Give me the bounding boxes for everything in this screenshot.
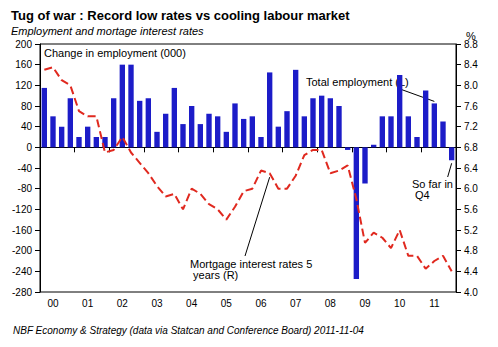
svg-text:6.4: 6.4 bbox=[464, 163, 478, 174]
svg-text:-200: -200 bbox=[12, 245, 32, 256]
svg-text:Employment and mortage interes: Employment and mortage interest rates bbox=[11, 25, 204, 37]
svg-text:02: 02 bbox=[117, 298, 129, 309]
svg-text:03: 03 bbox=[151, 298, 163, 309]
svg-text:7.2: 7.2 bbox=[464, 121, 478, 132]
svg-text:-80: -80 bbox=[18, 183, 33, 194]
svg-text:11: 11 bbox=[429, 298, 440, 309]
svg-text:00: 00 bbox=[47, 298, 59, 309]
svg-text:6.0: 6.0 bbox=[464, 183, 478, 194]
svg-text:years (R): years (R) bbox=[190, 269, 238, 281]
svg-text:5.6: 5.6 bbox=[464, 204, 478, 215]
svg-text:06: 06 bbox=[255, 298, 267, 309]
svg-text:08: 08 bbox=[325, 298, 337, 309]
svg-text:4.8: 4.8 bbox=[464, 245, 478, 256]
svg-text:4.4: 4.4 bbox=[464, 266, 478, 277]
svg-text:8.4: 8.4 bbox=[464, 59, 478, 70]
svg-text:NBF Economy & Strategy (data v: NBF Economy & Strategy (data via Statcan… bbox=[13, 325, 364, 336]
svg-text:So far in: So far in bbox=[412, 177, 453, 190]
svg-text:160: 160 bbox=[15, 59, 32, 70]
svg-text:8.8: 8.8 bbox=[464, 39, 478, 50]
svg-text:Mortgage interest rates 5: Mortgage interest rates 5 bbox=[190, 257, 313, 270]
svg-text:7.6: 7.6 bbox=[464, 101, 478, 112]
svg-text:07: 07 bbox=[290, 298, 302, 309]
svg-text:200: 200 bbox=[15, 39, 32, 50]
svg-text:Q4: Q4 bbox=[412, 189, 430, 201]
svg-text:-280: -280 bbox=[12, 287, 32, 298]
svg-text:-40: -40 bbox=[18, 163, 33, 174]
svg-text:120: 120 bbox=[15, 80, 32, 91]
svg-text:04: 04 bbox=[186, 298, 198, 309]
svg-text:-240: -240 bbox=[12, 266, 32, 277]
svg-text:10: 10 bbox=[394, 298, 406, 309]
svg-text:4.0: 4.0 bbox=[464, 287, 478, 298]
svg-text:05: 05 bbox=[221, 298, 233, 309]
svg-text:0: 0 bbox=[26, 142, 32, 153]
svg-text:Total employment (L): Total employment (L) bbox=[306, 76, 409, 88]
svg-text:09: 09 bbox=[359, 298, 371, 309]
svg-text:40: 40 bbox=[21, 121, 33, 132]
svg-text:5.2: 5.2 bbox=[464, 225, 478, 236]
svg-text:-120: -120 bbox=[12, 204, 32, 215]
svg-text:-160: -160 bbox=[12, 225, 32, 236]
svg-text:8.0: 8.0 bbox=[464, 80, 478, 91]
svg-text:80: 80 bbox=[21, 101, 33, 112]
svg-text:01: 01 bbox=[82, 298, 94, 309]
svg-text:Tug of war : Record low rates: Tug of war : Record low rates vs cooling… bbox=[11, 8, 350, 23]
svg-text:6.8: 6.8 bbox=[464, 142, 478, 153]
svg-text:Change in employment (000): Change in employment (000) bbox=[44, 47, 186, 59]
